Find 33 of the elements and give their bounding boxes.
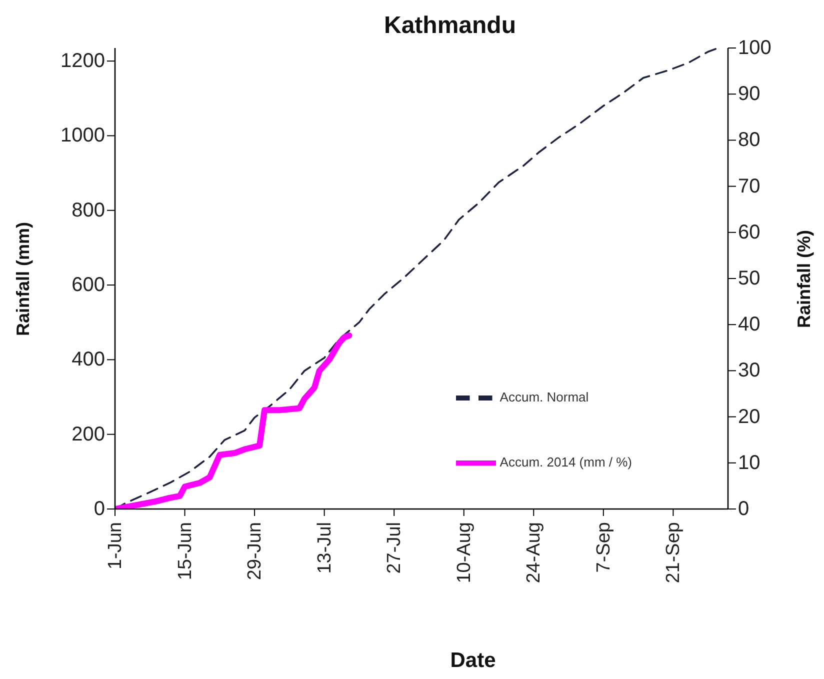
y-tick-label: 1000 bbox=[60, 124, 105, 147]
x-tick-label: 29-Jun bbox=[244, 522, 266, 580]
y2-tick-label: 90 bbox=[738, 83, 760, 106]
x-tick-label: 27-Jul bbox=[384, 522, 405, 574]
legend-label: Accum. Normal bbox=[500, 389, 589, 404]
y-axis-title: Rainfall (mm) bbox=[13, 221, 33, 336]
chart-title: Kathmandu bbox=[384, 12, 516, 39]
x-tick-label: 10-Aug bbox=[453, 522, 474, 584]
x-axis-title: Date bbox=[450, 649, 496, 672]
y2-tick-label: 80 bbox=[738, 129, 760, 152]
x-tick-label: 15-Jun bbox=[174, 522, 196, 580]
y-tick-label: 800 bbox=[72, 199, 105, 222]
y2-tick-label: 10 bbox=[738, 452, 760, 474]
y-tick-label: 600 bbox=[72, 274, 105, 296]
y2-tick-label: 0 bbox=[738, 498, 750, 520]
y2-tick-label: 70 bbox=[738, 175, 760, 198]
y2-tick-label: 40 bbox=[738, 314, 760, 336]
y2-tick-label: 20 bbox=[738, 406, 760, 428]
y-tick-label: 0 bbox=[94, 498, 105, 520]
y-tick-label: 1200 bbox=[60, 50, 105, 72]
y-tick-label: 400 bbox=[72, 348, 105, 371]
y2-tick-label: 50 bbox=[738, 268, 760, 290]
x-tick-label: 21-Sep bbox=[662, 522, 684, 584]
y2-axis-title: Rainfall (%) bbox=[794, 229, 814, 328]
y-tick-label: 200 bbox=[72, 423, 105, 446]
x-tick-label: 24-Aug bbox=[523, 522, 544, 584]
x-tick-label: 1-Jun bbox=[104, 522, 126, 570]
y2-tick-label: 60 bbox=[738, 221, 760, 244]
x-tick-label: 13-Jul bbox=[314, 522, 335, 574]
y2-tick-label: 100 bbox=[738, 37, 772, 59]
legend-label: Accum. 2014 (mm / %) bbox=[500, 454, 632, 470]
x-tick-label: 7-Sep bbox=[592, 522, 614, 573]
y2-tick-label: 30 bbox=[738, 360, 760, 382]
